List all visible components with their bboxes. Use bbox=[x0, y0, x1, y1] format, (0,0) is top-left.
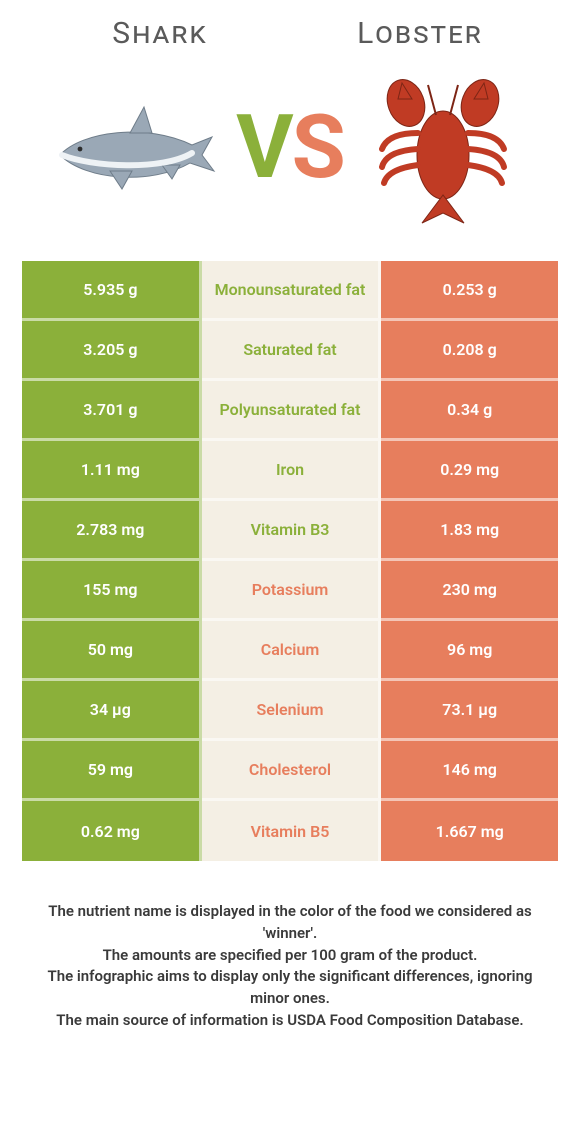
shark-illustration bbox=[52, 63, 222, 233]
table-row: 5.935 gMonounsaturated fat0.253 g bbox=[22, 261, 558, 321]
right-value-cell: 230 mg bbox=[381, 561, 558, 621]
footnote-line: The amounts are specified per 100 gram o… bbox=[30, 945, 550, 967]
table-row: 2.783 mgVitamin B31.83 mg bbox=[22, 501, 558, 561]
nutrient-name-cell: Vitamin B5 bbox=[202, 801, 382, 861]
nutrient-name-cell: Cholesterol bbox=[202, 741, 382, 801]
left-value-cell: 0.62 mg bbox=[22, 801, 202, 861]
left-value-cell: 3.205 g bbox=[22, 321, 202, 381]
left-value-cell: 34 µg bbox=[22, 681, 202, 741]
nutrient-name-cell: Vitamin B3 bbox=[202, 501, 382, 561]
left-value-cell: 59 mg bbox=[22, 741, 202, 801]
table-row: 1.11 mgIron0.29 mg bbox=[22, 441, 558, 501]
shark-icon bbox=[52, 93, 222, 203]
right-value-cell: 96 mg bbox=[381, 621, 558, 681]
table-row: 59 mgCholesterol146 mg bbox=[22, 741, 558, 801]
left-value-cell: 50 mg bbox=[22, 621, 202, 681]
left-value-cell: 1.11 mg bbox=[22, 441, 202, 501]
nutrient-name-cell: Monounsaturated fat bbox=[202, 261, 382, 321]
left-value-cell: 155 mg bbox=[22, 561, 202, 621]
left-food-title: Shark bbox=[30, 16, 290, 51]
table-row: 155 mgPotassium230 mg bbox=[22, 561, 558, 621]
vs-v: V bbox=[236, 104, 292, 192]
table-row: 3.205 gSaturated fat0.208 g bbox=[22, 321, 558, 381]
left-value-cell: 5.935 g bbox=[22, 261, 202, 321]
right-value-cell: 146 mg bbox=[381, 741, 558, 801]
infographic: Shark Lobster VS bbox=[0, 0, 580, 1062]
left-value-cell: 2.783 mg bbox=[22, 501, 202, 561]
nutrient-name-cell: Iron bbox=[202, 441, 382, 501]
hero-row: VS bbox=[0, 63, 580, 261]
right-value-cell: 0.29 mg bbox=[381, 441, 558, 501]
nutrient-name-cell: Potassium bbox=[202, 561, 382, 621]
right-food-title: Lobster bbox=[290, 16, 550, 51]
lobster-icon bbox=[358, 63, 528, 233]
footnote-line: The main source of information is USDA F… bbox=[30, 1010, 550, 1032]
nutrient-name-cell: Selenium bbox=[202, 681, 382, 741]
nutrient-table: 5.935 gMonounsaturated fat0.253 g3.205 g… bbox=[22, 261, 558, 861]
table-row: 3.701 gPolyunsaturated fat0.34 g bbox=[22, 381, 558, 441]
right-value-cell: 0.208 g bbox=[381, 321, 558, 381]
footnote-line: The nutrient name is displayed in the co… bbox=[30, 901, 550, 945]
table-row: 34 µgSelenium73.1 µg bbox=[22, 681, 558, 741]
vs-label: VS bbox=[236, 104, 344, 192]
right-value-cell: 0.253 g bbox=[381, 261, 558, 321]
right-value-cell: 73.1 µg bbox=[381, 681, 558, 741]
right-value-cell: 1.667 mg bbox=[381, 801, 558, 861]
nutrient-name-cell: Saturated fat bbox=[202, 321, 382, 381]
left-value-cell: 3.701 g bbox=[22, 381, 202, 441]
footnotes: The nutrient name is displayed in the co… bbox=[30, 901, 550, 1032]
title-row: Shark Lobster bbox=[0, 10, 580, 63]
lobster-illustration bbox=[358, 63, 528, 233]
nutrient-name-cell: Calcium bbox=[202, 621, 382, 681]
table-row: 50 mgCalcium96 mg bbox=[22, 621, 558, 681]
nutrient-name-cell: Polyunsaturated fat bbox=[202, 381, 382, 441]
vs-s: S bbox=[292, 104, 344, 192]
footnote-line: The infographic aims to display only the… bbox=[30, 966, 550, 1010]
right-value-cell: 0.34 g bbox=[381, 381, 558, 441]
right-value-cell: 1.83 mg bbox=[381, 501, 558, 561]
table-row: 0.62 mgVitamin B51.667 mg bbox=[22, 801, 558, 861]
